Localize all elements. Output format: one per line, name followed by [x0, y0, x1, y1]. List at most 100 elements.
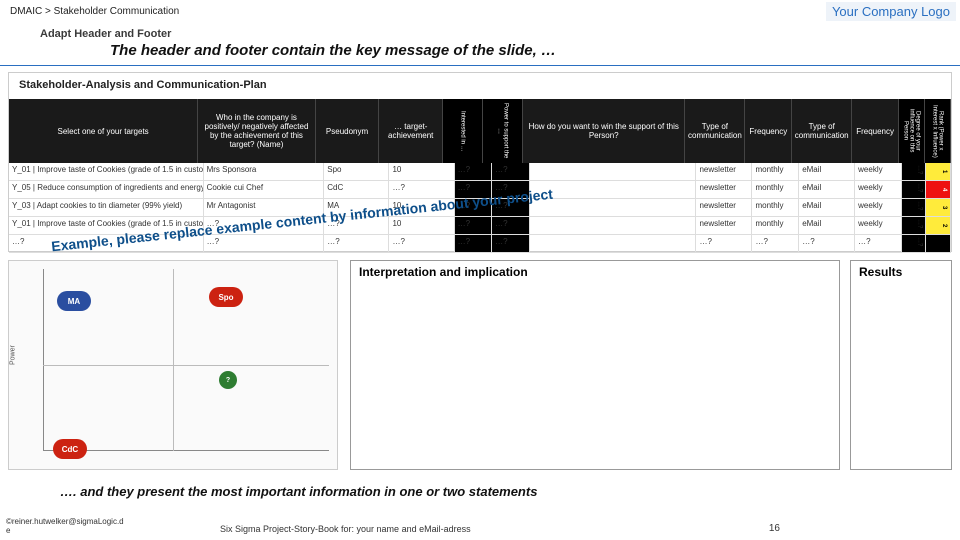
- table-cell: …?: [902, 235, 927, 252]
- table-cell: …?: [389, 181, 454, 198]
- interpretation-box: Interpretation and implication: [350, 260, 840, 470]
- table-cell: …?: [324, 217, 389, 234]
- results-box: Results: [850, 260, 952, 470]
- table-cell: [530, 217, 697, 234]
- table-cell: …?: [492, 181, 529, 198]
- table-cell: MA: [324, 199, 389, 216]
- table-cell: 10: [389, 163, 454, 180]
- page-number: 16: [769, 523, 780, 534]
- bottom-message: …. and they present the most important i…: [60, 484, 537, 499]
- table-cell: 3: [926, 199, 951, 216]
- table-cell: …?: [902, 217, 927, 234]
- table-cell: [530, 163, 697, 180]
- table-cell: weekly: [855, 199, 902, 216]
- stakeholder-table-header: Select one of your targets Who in the co…: [9, 99, 951, 163]
- table-cell: Y_05 | Reduce consumption of ingredients…: [9, 181, 204, 198]
- table-cell: …?: [902, 163, 927, 180]
- table-cell: eMail: [799, 199, 855, 216]
- table-cell: 2: [926, 235, 951, 252]
- table-cell: newsletter: [696, 163, 752, 180]
- col-type2: Type of communication: [792, 99, 852, 163]
- table-cell: …?: [204, 235, 325, 252]
- col-target: Select one of your targets: [9, 99, 198, 163]
- table-cell: newsletter: [696, 217, 752, 234]
- header-divider: [0, 65, 960, 66]
- col-interested: Interested in …: [443, 99, 483, 163]
- table-cell: …?: [455, 163, 492, 180]
- table-cell: …?: [492, 199, 529, 216]
- table-cell: …?: [752, 235, 799, 252]
- table-cell: …?: [9, 235, 204, 252]
- company-logo: Your Company Logo: [826, 2, 956, 21]
- col-question: How do you want to win the support of th…: [523, 99, 685, 163]
- table-cell: …?: [492, 163, 529, 180]
- table-cell: 4: [926, 181, 951, 198]
- table-cell: [530, 235, 697, 252]
- col-type1: Type of communication: [685, 99, 745, 163]
- table-cell: …?: [324, 235, 389, 252]
- quadrant-dot: MA: [57, 291, 91, 311]
- stakeholder-table: Stakeholder-Analysis and Communication-P…: [8, 72, 952, 252]
- col-pseudonym: Pseudonym: [316, 99, 380, 163]
- table-cell: monthly: [752, 199, 799, 216]
- table-cell: …?: [902, 181, 927, 198]
- table-row: Y_03 | Adapt cookies to tin diameter (99…: [9, 199, 951, 217]
- table-cell: Mrs Sponsora: [204, 163, 325, 180]
- col-who: Who in the company is positively/ negati…: [198, 99, 315, 163]
- power-interest-quadrant: Power MA Spo? CdC: [8, 260, 338, 470]
- copyright-line1: ©reiner.hutwelker@sigmaLogic.d: [6, 517, 124, 526]
- table-row: Y_05 | Reduce consumption of ingredients…: [9, 181, 951, 199]
- adapt-header-label: Adapt Header and Footer: [40, 28, 171, 40]
- table-row: Y_01 | Improve taste of Cookies (grade o…: [9, 163, 951, 181]
- col-target-achievement: … target-achievement: [379, 99, 443, 163]
- quadrant-dot: ?: [219, 371, 237, 389]
- stakeholder-table-title: Stakeholder-Analysis and Communication-P…: [19, 79, 267, 91]
- table-row: …?…?…?…?…?…?…?…?…?…?…?2: [9, 235, 951, 253]
- quadrant-dot: CdC: [53, 439, 87, 459]
- table-cell: Y_03 | Adapt cookies to tin diameter (99…: [9, 199, 204, 216]
- interpretation-title: Interpretation and implication: [351, 261, 839, 283]
- col-freq2: Frequency: [852, 99, 899, 163]
- table-cell: Y_01 | Improve taste of Cookies (grade o…: [9, 163, 204, 180]
- table-cell: weekly: [855, 217, 902, 234]
- copyright: ©reiner.hutwelker@sigmaLogic.d e: [6, 518, 124, 536]
- table-cell: monthly: [752, 181, 799, 198]
- table-cell: newsletter: [696, 199, 752, 216]
- table-row: Y_01 | Improve taste of Cookies (grade o…: [9, 217, 951, 235]
- col-rank: Rank (Power x Interest x Influence): [925, 99, 951, 163]
- table-cell: Y_01 | Improve taste of Cookies (grade o…: [9, 217, 204, 234]
- table-cell: monthly: [752, 217, 799, 234]
- stakeholder-table-body: Y_01 | Improve taste of Cookies (grade o…: [9, 163, 951, 253]
- copyright-line2: e: [6, 526, 10, 535]
- table-cell: 10: [389, 199, 454, 216]
- table-cell: …?: [799, 235, 855, 252]
- table-cell: [530, 181, 697, 198]
- table-cell: …?: [902, 199, 927, 216]
- table-cell: monthly: [752, 163, 799, 180]
- table-cell: …?: [855, 235, 902, 252]
- col-power: Power to support the …: [483, 99, 523, 163]
- quadrant-mid-horizontal: [43, 365, 329, 366]
- footer-center: Six Sigma Project-Story-Book for: your n…: [220, 524, 471, 534]
- breadcrumb: DMAIC > Stakeholder Communication: [10, 6, 179, 17]
- table-cell: weekly: [855, 181, 902, 198]
- table-cell: [530, 199, 697, 216]
- table-cell: …?: [389, 235, 454, 252]
- table-cell: …?: [492, 235, 529, 252]
- table-cell: …?: [455, 181, 492, 198]
- table-cell: …?: [455, 199, 492, 216]
- table-cell: eMail: [799, 217, 855, 234]
- table-cell: …?: [492, 217, 529, 234]
- quadrant-y-label: Power: [10, 345, 17, 365]
- table-cell: …?: [455, 235, 492, 252]
- table-cell: 2: [926, 217, 951, 234]
- quadrant-dot: Spo: [209, 287, 243, 307]
- col-freq1: Frequency: [745, 99, 792, 163]
- table-cell: eMail: [799, 181, 855, 198]
- results-title: Results: [851, 261, 951, 283]
- quadrant-mid-vertical: [173, 269, 174, 451]
- table-cell: 10: [389, 217, 454, 234]
- key-message: The header and footer contain the key me…: [110, 42, 556, 59]
- table-cell: Mr Antagonist: [204, 199, 325, 216]
- table-cell: Spo: [324, 163, 389, 180]
